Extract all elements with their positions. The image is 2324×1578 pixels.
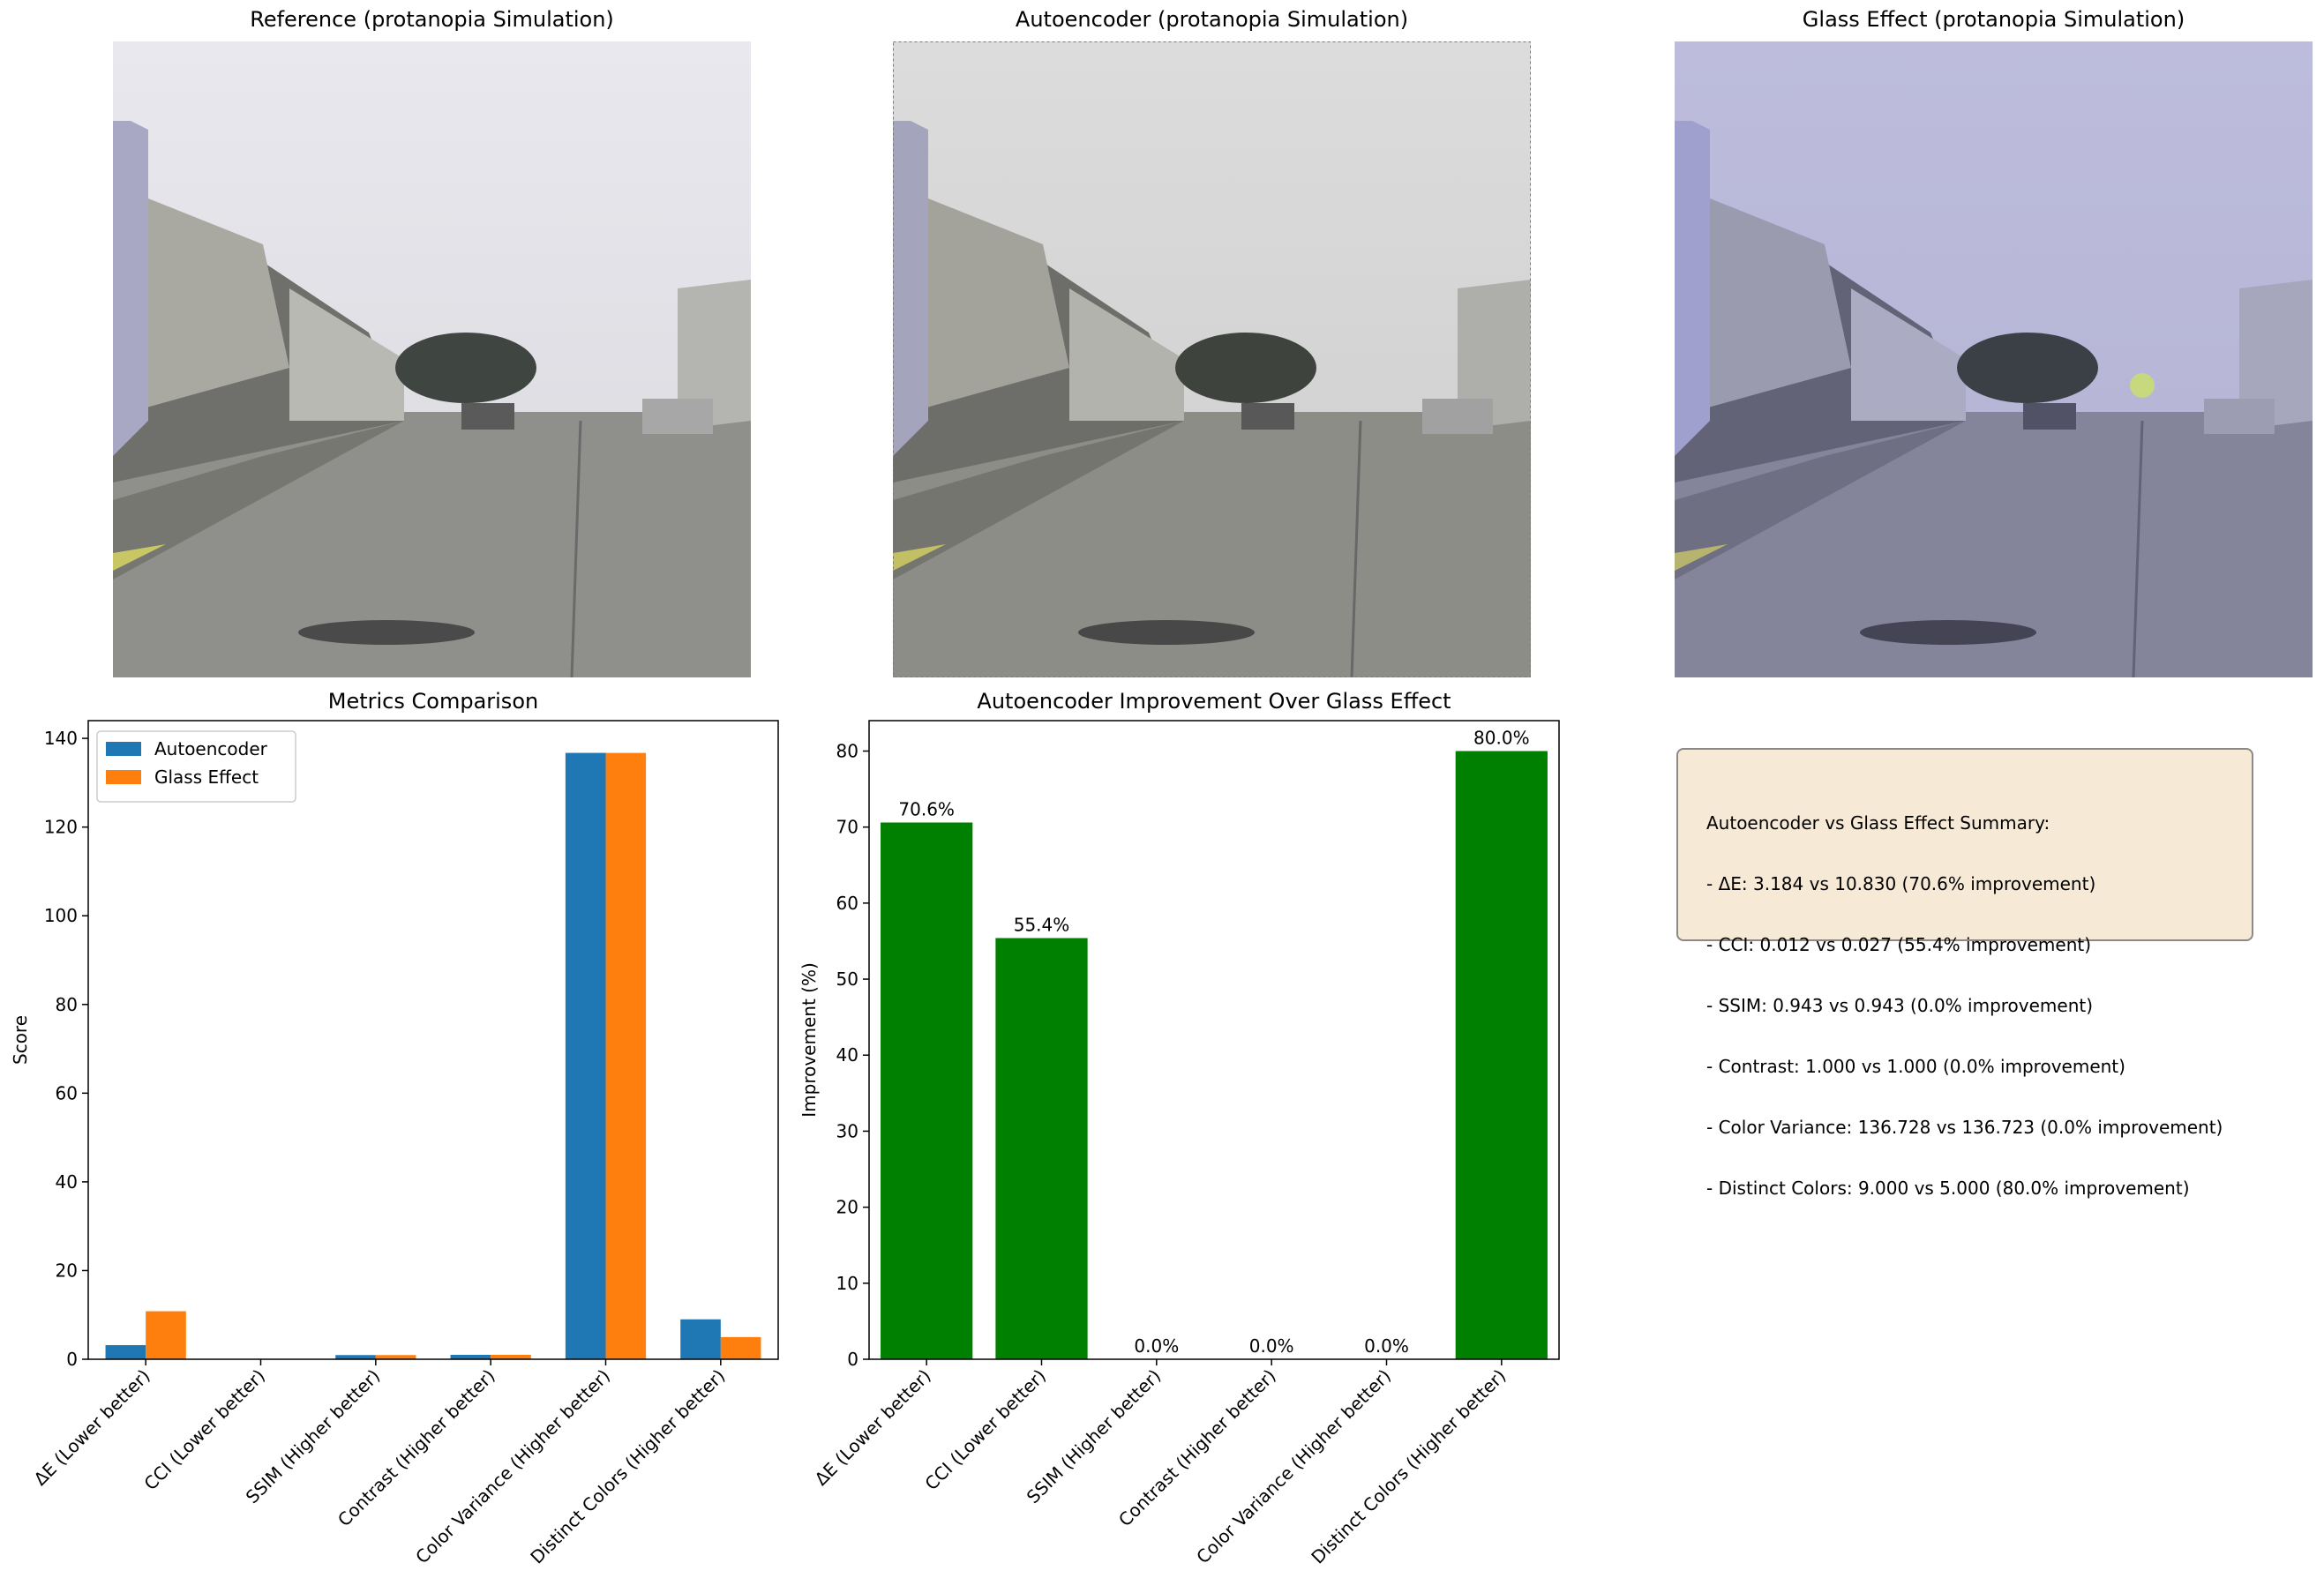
y-tick-label: 30 xyxy=(836,1120,858,1141)
y-axis-label: Score xyxy=(10,1015,31,1065)
y-tick-label: 50 xyxy=(836,968,858,990)
y-tick-label: 0 xyxy=(66,1349,78,1370)
bar-autoencoder xyxy=(450,1354,491,1359)
x-tick-label: ΔE (Lower better) xyxy=(810,1365,934,1490)
plot-frame xyxy=(868,720,1560,1360)
glass-title: Glass Effect (protanopia Simulation) xyxy=(1802,7,2185,32)
bar-autoencoder xyxy=(335,1355,376,1359)
summary-box: Autoencoder vs Glass Effect Summary: - Δ… xyxy=(1676,748,2253,1199)
chart-title: Autoencoder Improvement Over Glass Effec… xyxy=(977,689,1451,714)
autoencoder-title: Autoencoder (protanopia Simulation) xyxy=(1015,7,1409,32)
y-tick-label: 20 xyxy=(56,1260,78,1281)
legend-label: Autoencoder xyxy=(154,738,268,759)
glass-effect-image xyxy=(1675,41,2313,677)
bar-glass-effect xyxy=(146,1311,186,1359)
legend-swatch-autoencoder xyxy=(106,742,141,756)
y-tick-label: 40 xyxy=(56,1171,78,1193)
bar-improvement xyxy=(1455,751,1548,1359)
summary-line: - Contrast: 1.000 vs 1.000 (0.0% improve… xyxy=(1706,1056,2125,1077)
bar-data-label: 0.0% xyxy=(1364,1335,1409,1357)
y-axis-label: Improvement (%) xyxy=(798,962,820,1118)
bar-improvement xyxy=(995,938,1088,1359)
bar-glass-effect xyxy=(491,1354,531,1359)
legend-box xyxy=(96,730,296,803)
bar-data-label: 0.0% xyxy=(1249,1335,1294,1357)
bar-glass-effect xyxy=(605,752,647,1359)
bar-data-label: 0.0% xyxy=(1134,1335,1179,1357)
y-tick-label: 60 xyxy=(56,1082,78,1103)
summary-line: - CCI: 0.012 vs 0.027 (55.4% improvement… xyxy=(1706,934,2092,955)
summary-line: - ΔE: 3.184 vs 10.830 (70.6% improvement… xyxy=(1706,873,2096,894)
x-tick-label: CCI (Lower better) xyxy=(920,1365,1050,1495)
y-tick-label: 0 xyxy=(847,1349,858,1370)
bar-glass-effect xyxy=(720,1336,761,1359)
autoencoder-image xyxy=(893,41,1531,677)
reference-image xyxy=(113,41,751,677)
y-tick-label: 20 xyxy=(836,1197,858,1218)
chart-title: Metrics Comparison xyxy=(328,689,538,714)
x-tick-label: Distinct Colors (Higher better) xyxy=(1307,1365,1510,1568)
y-tick-label: 10 xyxy=(836,1273,858,1294)
plot-frame xyxy=(87,720,779,1360)
y-tick-label: 120 xyxy=(44,817,78,838)
bar-autoencoder xyxy=(565,752,606,1359)
summary-heading: Autoencoder vs Glass Effect Summary: xyxy=(1706,812,2050,834)
summary-line: - Distinct Colors: 9.000 vs 5.000 (80.0%… xyxy=(1706,1178,2190,1199)
legend-label: Glass Effect xyxy=(154,767,259,788)
y-tick-label: 140 xyxy=(44,728,78,749)
reference-title: Reference (protanopia Simulation) xyxy=(250,7,614,32)
summary-line: - SSIM: 0.943 vs 0.943 (0.0% improvement… xyxy=(1706,995,2094,1016)
bar-glass-effect xyxy=(375,1355,416,1359)
bar-improvement xyxy=(881,822,973,1359)
bar-data-label: 80.0% xyxy=(1473,727,1530,748)
y-tick-label: 80 xyxy=(56,994,78,1015)
x-tick-label: Color Variance (Higher better) xyxy=(1192,1365,1395,1568)
y-tick-label: 60 xyxy=(836,893,858,914)
bar-autoencoder xyxy=(680,1319,721,1359)
summary-line: - Color Variance: 136.728 vs 136.723 (0.… xyxy=(1706,1117,2223,1138)
bar-autoencoder xyxy=(105,1344,146,1359)
y-tick-label: 100 xyxy=(44,905,78,926)
legend-swatch-glass-effect xyxy=(106,770,141,784)
y-tick-label: 40 xyxy=(836,1044,858,1066)
y-tick-label: 70 xyxy=(836,817,858,838)
y-tick-label: 80 xyxy=(836,740,858,761)
bar-data-label: 55.4% xyxy=(1014,915,1070,936)
bar-data-label: 70.6% xyxy=(898,798,955,819)
